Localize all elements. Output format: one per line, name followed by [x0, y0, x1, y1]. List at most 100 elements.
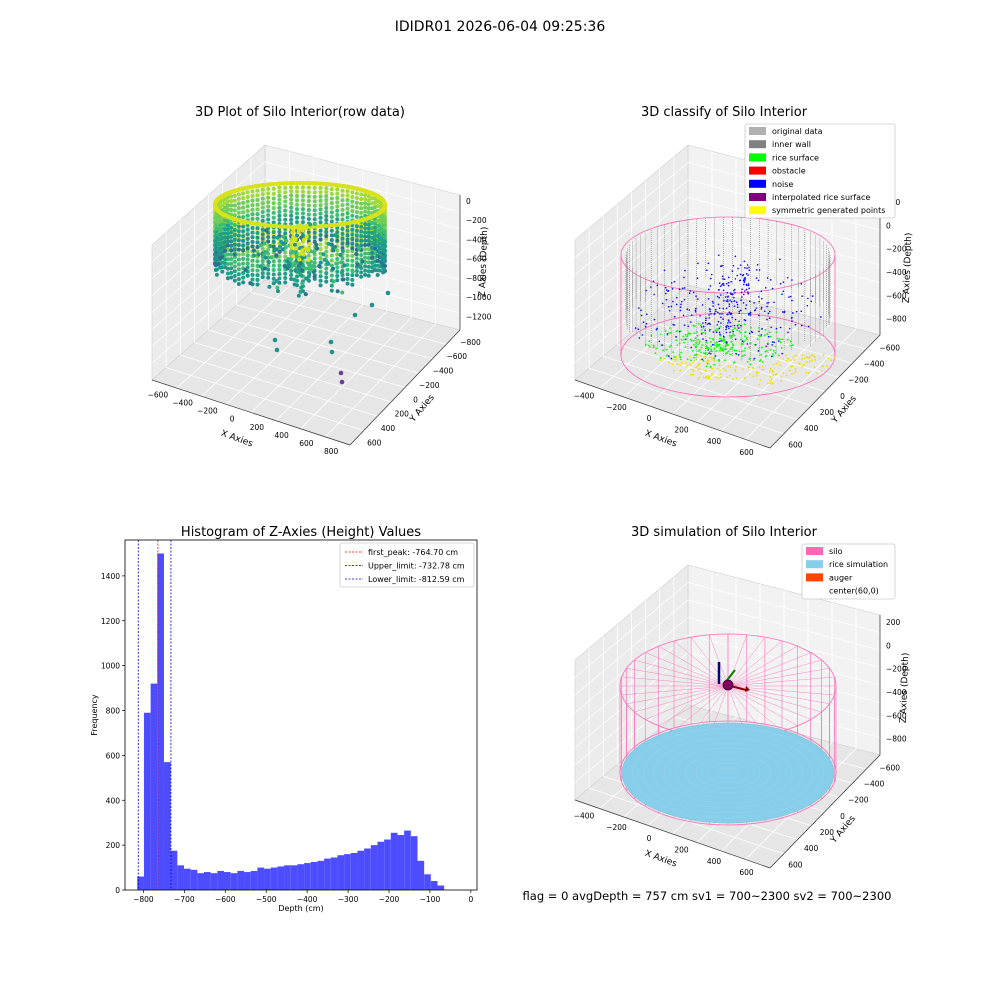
- noise-point: [748, 332, 751, 335]
- y-tick-label: −600: [879, 343, 900, 352]
- noise-point: [644, 325, 647, 328]
- data-point: [359, 224, 364, 229]
- rice-surface-point: [648, 340, 651, 343]
- rice-surface-point: [758, 327, 760, 329]
- rice-surface-point: [689, 338, 692, 341]
- data-point: [354, 273, 359, 278]
- symmetric-point: [747, 366, 750, 369]
- data-point: [225, 235, 230, 240]
- symmetric-point: [692, 373, 694, 376]
- grid-line: [687, 617, 881, 668]
- symmetric-point: [794, 368, 797, 370]
- noise-point: [637, 328, 640, 331]
- noise-point: [683, 324, 686, 326]
- data-point: [225, 231, 230, 236]
- symmetric-point: [679, 369, 682, 372]
- noise-point: [727, 300, 729, 303]
- data-point: [232, 203, 237, 208]
- x-tick-label: −200: [606, 823, 627, 832]
- data-point: [300, 281, 305, 286]
- symmetric-point: [735, 376, 738, 379]
- rice-surface-point: [704, 332, 707, 334]
- noise-point: [731, 316, 733, 319]
- data-point: [324, 229, 329, 234]
- data-point: [329, 283, 334, 288]
- data-point: [306, 203, 311, 208]
- data-point: [241, 238, 246, 243]
- data-point: [324, 266, 329, 271]
- data-point: [216, 262, 221, 267]
- z-tick-label: −800: [886, 735, 907, 744]
- rice-surface-point: [679, 356, 682, 358]
- noise-point: [766, 318, 768, 321]
- data-point: [283, 231, 288, 236]
- data-point: [236, 196, 241, 201]
- grid-line: [250, 292, 447, 345]
- rice-surface-point: [739, 326, 741, 329]
- grid-line: [687, 582, 881, 633]
- histogram-bar: [277, 866, 285, 890]
- rice-surface-point: [648, 345, 651, 348]
- data-point: [241, 275, 246, 280]
- data-point: [312, 199, 317, 204]
- noise-point: [763, 310, 766, 313]
- grid-line: [222, 317, 419, 374]
- simulation-footer-stats: flag = 0 avgDepth = 757 cm sv1 = 700~230…: [523, 889, 892, 903]
- data-point: [366, 194, 371, 199]
- rice-surface-point: [701, 344, 703, 347]
- noise-point: [788, 296, 790, 298]
- noise-point: [730, 280, 732, 283]
- noise-point: [699, 315, 701, 317]
- noise-point: [730, 300, 733, 303]
- rice-surface-point: [717, 359, 720, 361]
- histogram-bar: [310, 861, 318, 890]
- noise-point: [719, 294, 722, 296]
- noise-point: [675, 335, 677, 338]
- data-point: [255, 198, 260, 203]
- legend-label: inner wall: [772, 140, 811, 149]
- data-point: [241, 200, 246, 205]
- y-tick-label: 0: [840, 812, 845, 821]
- data-point: [307, 264, 312, 269]
- rice-surface-point: [709, 340, 712, 343]
- grid-line: [574, 599, 689, 696]
- rice-surface-point: [774, 345, 777, 348]
- data-point: [250, 263, 255, 268]
- noise-point: [721, 284, 723, 286]
- y-tick-label: 600: [788, 440, 803, 449]
- data-point: [335, 213, 340, 218]
- data-point: [245, 194, 250, 199]
- noise-point: [734, 278, 737, 280]
- symmetric-point: [744, 376, 746, 379]
- noise-point: [725, 300, 728, 302]
- z-tick-label: −400: [886, 268, 907, 277]
- data-point: [232, 237, 237, 242]
- z-tick-label: −200: [886, 665, 907, 674]
- data-point: [324, 275, 329, 280]
- x-tick-label: −400: [172, 398, 193, 407]
- data-point: [250, 235, 255, 240]
- data-point: [260, 275, 265, 280]
- noise-point: [713, 313, 716, 316]
- noise-point: [717, 254, 720, 256]
- noise-point: [705, 317, 707, 320]
- grid-line: [574, 617, 689, 713]
- noise-point: [665, 298, 668, 301]
- data-point: [232, 242, 237, 247]
- rice-surface-point: [672, 351, 675, 354]
- data-point: [363, 209, 368, 214]
- noise-point: [734, 318, 737, 321]
- data-point: [250, 198, 255, 203]
- legend-label: rice simulation: [829, 560, 888, 569]
- y-tick-label: 400: [381, 424, 396, 433]
- data-point: [312, 235, 317, 240]
- noise-point: [790, 317, 793, 319]
- data-point: [359, 238, 364, 243]
- noise-point: [786, 276, 789, 279]
- data-point: [318, 242, 323, 247]
- data-point: [305, 246, 310, 251]
- noise-point: [737, 267, 739, 270]
- data-point: [324, 190, 329, 195]
- noise-point: [720, 340, 722, 342]
- rice-surface-point: [724, 341, 726, 344]
